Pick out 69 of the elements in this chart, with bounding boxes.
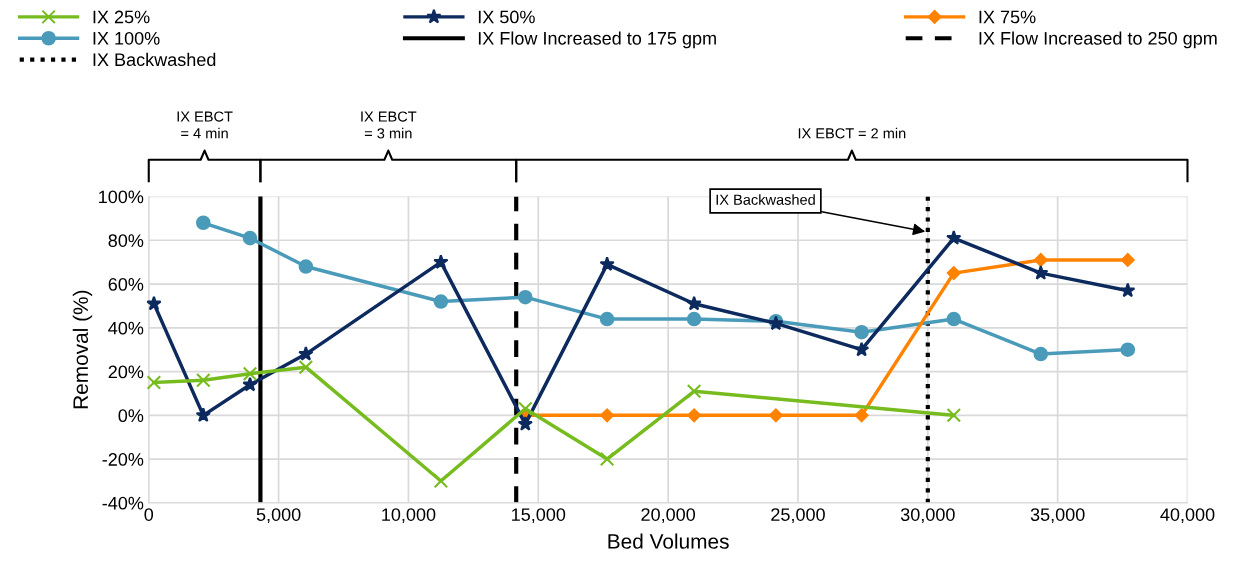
y-tick-label: 60% xyxy=(108,277,144,291)
point xyxy=(853,341,870,357)
point xyxy=(1120,282,1136,298)
legend-label: IX 25% xyxy=(93,10,150,24)
x-tick-label: 35,000 xyxy=(1030,508,1085,524)
point xyxy=(298,359,314,375)
y-tick-label: -40% xyxy=(102,496,144,510)
point xyxy=(298,346,314,361)
point xyxy=(946,408,962,423)
legend-label: IX 75% xyxy=(979,10,1036,24)
x-tick-label: 15,000 xyxy=(512,508,566,524)
point xyxy=(946,266,961,281)
x-tick-label: 0 xyxy=(144,508,154,521)
point xyxy=(242,366,258,382)
point xyxy=(599,451,615,467)
point xyxy=(433,254,449,269)
x-tick-label: 25,000 xyxy=(771,508,825,524)
point xyxy=(687,408,702,423)
point xyxy=(768,408,783,423)
point xyxy=(1120,342,1136,357)
x-tick-label: 5,000 xyxy=(256,508,301,524)
annotation: IX Backwashed xyxy=(716,194,815,205)
point xyxy=(854,324,869,340)
x-tick-label: 40,000 xyxy=(1160,508,1215,524)
point xyxy=(599,256,615,272)
point xyxy=(686,383,702,399)
point xyxy=(298,259,314,274)
point xyxy=(517,416,533,431)
point xyxy=(195,215,211,231)
y-axis-title: Removal (%) xyxy=(72,290,93,409)
x-axis-title: Bed Volumes xyxy=(608,533,729,549)
text: IX EBCT = 2 min xyxy=(798,127,906,139)
point xyxy=(146,375,162,390)
y-tick-label: 80% xyxy=(108,234,144,247)
point xyxy=(1033,265,1049,280)
legend-label: IX Backwashed xyxy=(93,52,216,67)
point xyxy=(686,311,702,327)
x-tick-label: 10,000 xyxy=(382,508,436,524)
point xyxy=(946,230,962,245)
y-tick-label: -20% xyxy=(102,453,144,466)
point xyxy=(433,294,449,309)
y-tick-label: 20% xyxy=(108,365,144,379)
legend-label: IX Flow Increased to 175 gpm xyxy=(478,31,716,49)
point xyxy=(433,473,449,489)
x-tick-label: 20,000 xyxy=(641,508,696,524)
legend-label: IX 50% xyxy=(478,10,535,24)
point xyxy=(242,230,258,246)
point xyxy=(946,311,962,327)
legend-label: IX Flow Increased to 250 gpm xyxy=(979,31,1217,49)
legend-label: IX 100% xyxy=(93,31,160,45)
point xyxy=(518,401,533,417)
text: IX EBCT = 4 min xyxy=(177,111,233,139)
point xyxy=(195,373,211,388)
point xyxy=(854,408,869,423)
text: IX EBCT = 3 min xyxy=(361,111,417,139)
point xyxy=(195,407,211,422)
point xyxy=(686,295,702,311)
y-tick-label: 100% xyxy=(99,190,144,204)
y-tick-label: 0% xyxy=(118,409,144,423)
y-tick-label: 40% xyxy=(108,321,144,335)
point xyxy=(1120,253,1135,267)
point xyxy=(1033,346,1049,362)
point xyxy=(242,376,258,392)
point xyxy=(146,295,162,311)
point xyxy=(599,311,615,327)
point xyxy=(518,289,533,305)
point xyxy=(600,408,615,423)
x-tick-label: 30,000 xyxy=(900,508,955,524)
point xyxy=(1033,253,1048,267)
